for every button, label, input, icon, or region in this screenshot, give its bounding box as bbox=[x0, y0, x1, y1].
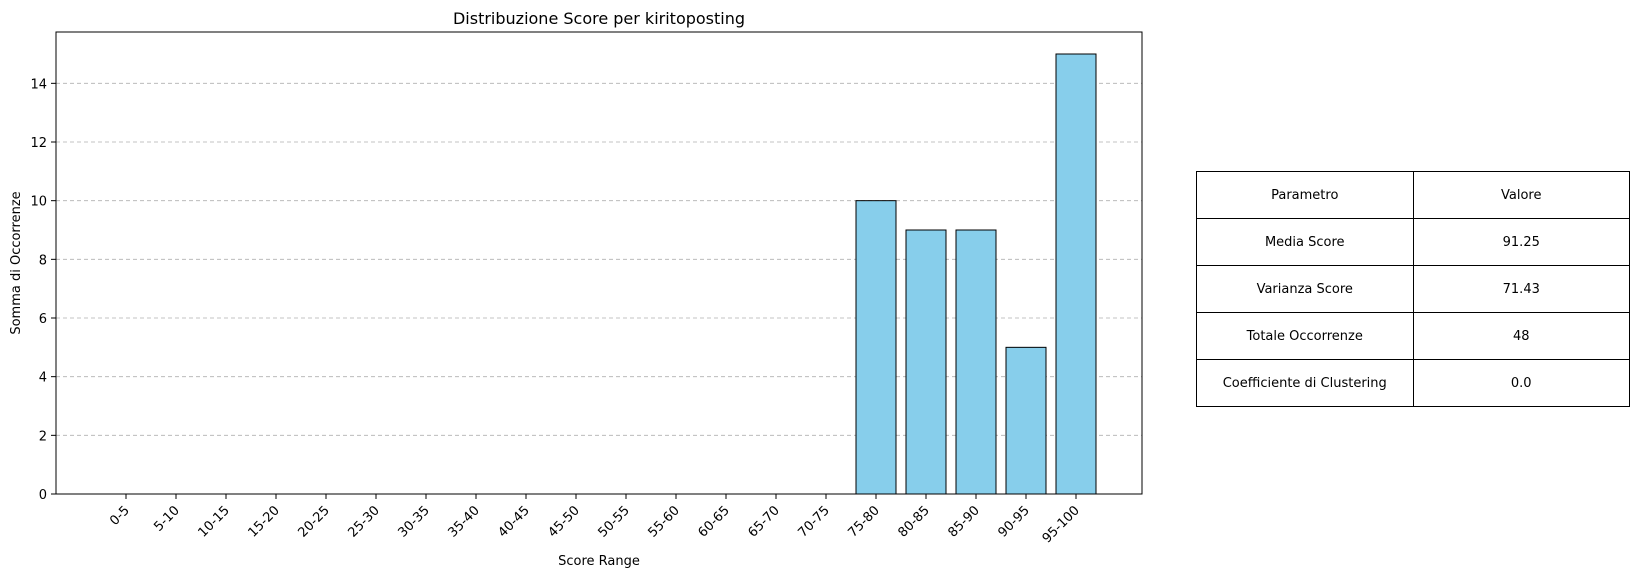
chart-title: Distribuzione Score per kiritoposting bbox=[453, 9, 745, 28]
x-tick-label: 10-15 bbox=[196, 503, 233, 540]
table-row: Varianza Score 71.43 bbox=[1196, 265, 1630, 313]
bar bbox=[905, 229, 947, 495]
x-tick-label: 55-60 bbox=[646, 503, 683, 540]
x-tick-label: 25-30 bbox=[346, 503, 383, 540]
x-tick-label: 60-65 bbox=[696, 503, 733, 540]
x-tick-label: 35-40 bbox=[446, 503, 483, 540]
bars bbox=[855, 53, 1097, 495]
x-tick-label: 45-50 bbox=[546, 503, 583, 540]
x-tick-label: 5-10 bbox=[151, 503, 182, 534]
x-tick-label: 50-55 bbox=[596, 503, 633, 540]
param-value-cell: 91.25 bbox=[1412, 218, 1630, 266]
bar bbox=[955, 229, 997, 495]
y-tick-label: 0 bbox=[39, 488, 47, 503]
table-row: Media Score 91.25 bbox=[1196, 218, 1630, 266]
y-axis-label: Somma di Occorrenze bbox=[9, 191, 24, 334]
param-value-cell: 0.0 bbox=[1412, 359, 1630, 407]
x-tick-label: 65-70 bbox=[746, 503, 783, 540]
bar bbox=[855, 200, 897, 495]
x-tick-label: 70-75 bbox=[796, 503, 833, 540]
y-tick-label: 4 bbox=[39, 371, 47, 386]
y-tick-label: 8 bbox=[39, 253, 47, 268]
bar-chart: Distribuzione Score per kiritoposting 0 2… bbox=[9, 9, 1143, 569]
param-name-cell: Totale Occorrenze bbox=[1196, 312, 1414, 360]
x-tick-label: 30-35 bbox=[396, 503, 433, 540]
y-axis: 0 2 4 6 8 10 12 14 bbox=[30, 77, 56, 503]
bar bbox=[1055, 53, 1097, 495]
header-cell-parametro: Parametro bbox=[1196, 171, 1414, 219]
x-tick-label: 40-45 bbox=[496, 503, 533, 540]
param-name-cell: Varianza Score bbox=[1196, 265, 1414, 313]
x-axis-label: Score Range bbox=[558, 554, 640, 569]
x-tick-label: 90-95 bbox=[996, 503, 1033, 540]
x-tick-label: 75-80 bbox=[846, 503, 883, 540]
param-value-cell: 71.43 bbox=[1412, 265, 1630, 313]
y-tick-label: 12 bbox=[30, 136, 47, 151]
param-value-cell: 48 bbox=[1412, 312, 1630, 360]
table-row: Coefficiente di Clustering 0.0 bbox=[1196, 359, 1630, 407]
y-tick-label: 14 bbox=[30, 77, 47, 92]
x-tick-label: 85-90 bbox=[946, 503, 983, 540]
param-name-cell: Media Score bbox=[1196, 218, 1414, 266]
y-tick-label: 6 bbox=[39, 312, 47, 327]
x-tick-label: 20-25 bbox=[296, 503, 333, 540]
x-axis: 0-5 5-10 10-15 15-20 20-25 25-30 30-35 35-40 40-… bbox=[107, 494, 1083, 546]
x-tick-label: 80-85 bbox=[896, 503, 933, 540]
header-cell-valore: Valore bbox=[1412, 171, 1630, 219]
plot-frame bbox=[55, 31, 1143, 495]
x-tick-label: 95-100 bbox=[1040, 503, 1083, 546]
x-tick-label: 0-5 bbox=[107, 503, 133, 529]
table-header-row: Parametro Valore bbox=[1196, 171, 1630, 219]
bar bbox=[1005, 346, 1047, 495]
y-tick-label: 2 bbox=[39, 429, 47, 444]
y-tick-label: 10 bbox=[30, 195, 47, 210]
x-tick-label: 15-20 bbox=[246, 503, 283, 540]
table-row: Totale Occorrenze 48 bbox=[1196, 312, 1630, 360]
param-name-cell: Coefficiente di Clustering bbox=[1196, 359, 1414, 407]
stats-table: Parametro Valore Media Score 91.25 Varia… bbox=[1196, 171, 1630, 407]
